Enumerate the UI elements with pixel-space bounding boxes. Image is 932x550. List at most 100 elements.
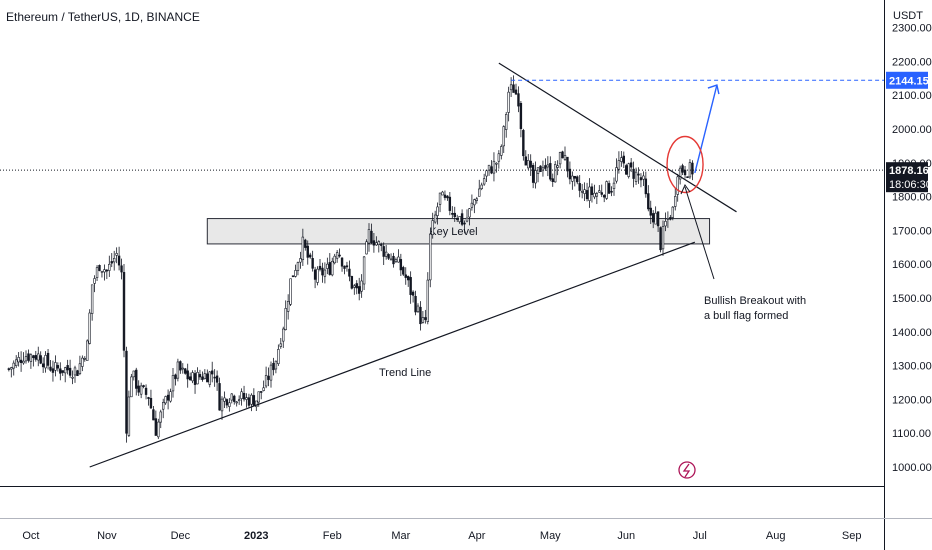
candle-body <box>406 276 410 281</box>
candle-body <box>453 212 456 218</box>
candle-body <box>188 376 192 381</box>
symbol-title[interactable]: Ethereum / TetherUS, 1D, BINANCE <box>6 10 200 24</box>
candle-body <box>340 257 344 267</box>
candle-body <box>49 366 52 371</box>
candle-body <box>566 156 569 172</box>
candle-body <box>473 199 476 206</box>
candle-body <box>585 190 589 200</box>
candle-body <box>446 195 449 199</box>
candle-body <box>576 176 579 183</box>
candle-body <box>259 391 263 393</box>
candle-body <box>647 193 650 210</box>
candle-body <box>323 269 327 277</box>
candle-body <box>517 93 520 107</box>
candle-body <box>137 385 140 393</box>
candle-body <box>179 361 182 371</box>
candle-body <box>683 169 687 176</box>
resistance-line[interactable] <box>498 62 737 213</box>
candle-body <box>651 213 655 223</box>
candle-body <box>230 393 233 401</box>
time-tick-label: Mar <box>391 530 410 542</box>
candle-body <box>588 186 591 201</box>
candle-body <box>311 258 314 269</box>
candle-body <box>409 277 412 295</box>
candle-body <box>553 164 557 183</box>
candle-body <box>37 353 40 361</box>
candle-body <box>299 258 302 263</box>
candle-body <box>211 370 214 375</box>
candle-body <box>431 220 434 235</box>
candle-body <box>233 395 236 402</box>
candle-body <box>255 400 258 408</box>
candle-body <box>22 360 25 364</box>
candle-body <box>671 206 675 218</box>
candle-body <box>563 155 567 160</box>
candle-body <box>139 385 143 395</box>
candle-body <box>602 195 606 198</box>
candle-body <box>174 374 177 380</box>
candle-body <box>277 349 280 364</box>
candle-body <box>117 255 121 266</box>
currency-label: USDT <box>893 10 923 22</box>
candle-body <box>615 167 618 182</box>
candle-body <box>122 272 126 351</box>
projection-arrow-head <box>707 84 720 95</box>
candle-body <box>191 372 194 382</box>
candle-body <box>507 91 510 113</box>
candle-body <box>353 285 356 288</box>
candle-body <box>338 254 341 257</box>
candle-body <box>397 256 400 263</box>
candle-body <box>642 175 645 180</box>
callout-arrow[interactable] <box>680 183 715 280</box>
candle-body <box>429 233 432 281</box>
candle-body <box>649 207 652 216</box>
candle-body <box>625 165 628 175</box>
time-tick-label: May <box>540 530 561 542</box>
candle-body <box>370 230 373 244</box>
candle-body <box>17 357 20 363</box>
candle-body <box>93 278 96 284</box>
breakout-label-line1: Bullish Breakout with <box>704 295 806 307</box>
candle-body <box>125 350 128 434</box>
breakout-circle[interactable] <box>666 135 704 194</box>
candle-body <box>120 265 123 273</box>
lightning-icon-circle <box>678 461 696 479</box>
candle-body <box>583 189 586 194</box>
candle-body <box>61 370 64 373</box>
projection-arrow[interactable] <box>694 84 720 174</box>
candle-body <box>257 391 260 403</box>
candle-body <box>152 409 155 421</box>
candle-body <box>83 357 87 360</box>
candle-body <box>252 395 256 406</box>
candle-body <box>306 245 309 258</box>
candle-body <box>203 373 207 379</box>
price-tick-label: 2200.00 <box>892 56 932 68</box>
time-tick-label: Feb <box>323 530 342 542</box>
candle-body <box>656 211 660 227</box>
candle-body <box>514 89 518 95</box>
candle-body <box>41 363 45 368</box>
candle-body <box>605 181 608 199</box>
target-price-badge <box>886 71 928 89</box>
candle-body <box>345 265 349 268</box>
candle-body <box>617 160 621 170</box>
candle-body <box>424 317 427 320</box>
trend-line[interactable] <box>89 241 696 468</box>
lightning-icon[interactable] <box>678 461 696 479</box>
candle-body <box>240 391 243 399</box>
candle-body <box>568 168 572 180</box>
candle-body <box>661 226 665 250</box>
candle-body <box>81 357 84 367</box>
candle-body <box>595 193 599 197</box>
candle-body <box>68 367 72 376</box>
candle-body <box>519 102 523 129</box>
candle-body <box>678 167 682 180</box>
candle-body <box>279 343 282 347</box>
candle-body <box>76 370 79 377</box>
candle-body <box>500 146 503 156</box>
candle-body <box>478 188 481 197</box>
candle-body <box>455 218 459 220</box>
candle-body <box>264 375 268 387</box>
candle-body <box>237 399 241 402</box>
